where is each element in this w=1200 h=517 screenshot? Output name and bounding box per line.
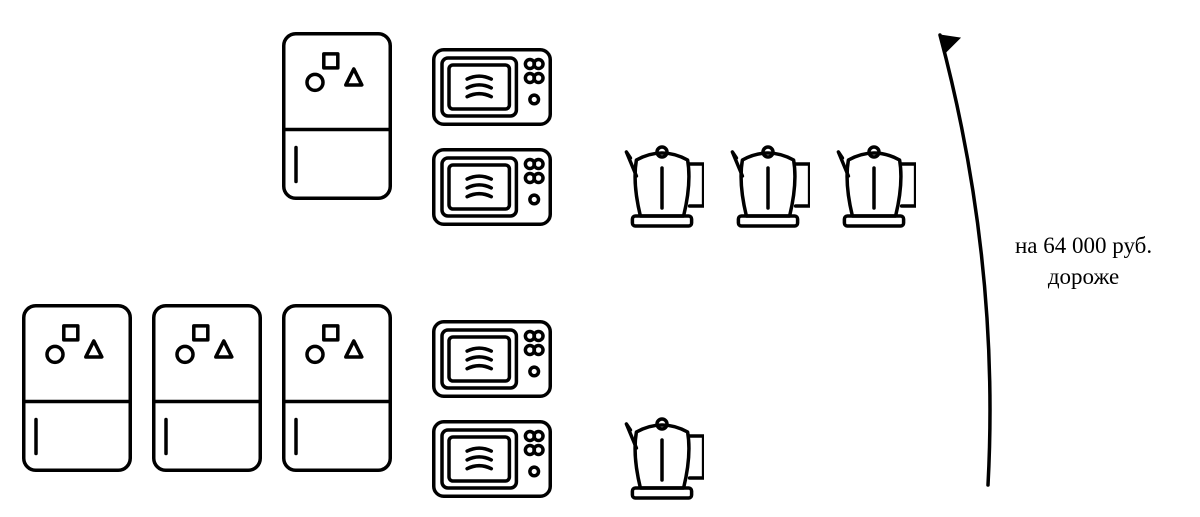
price-difference-label: на 64 000 руб. дороже — [1015, 230, 1152, 292]
diagram-canvas: на 64 000 руб. дороже — [0, 0, 1200, 517]
annotation-line-1: на 64 000 руб. — [1015, 233, 1152, 258]
annotation-line-2: дороже — [1048, 264, 1119, 289]
